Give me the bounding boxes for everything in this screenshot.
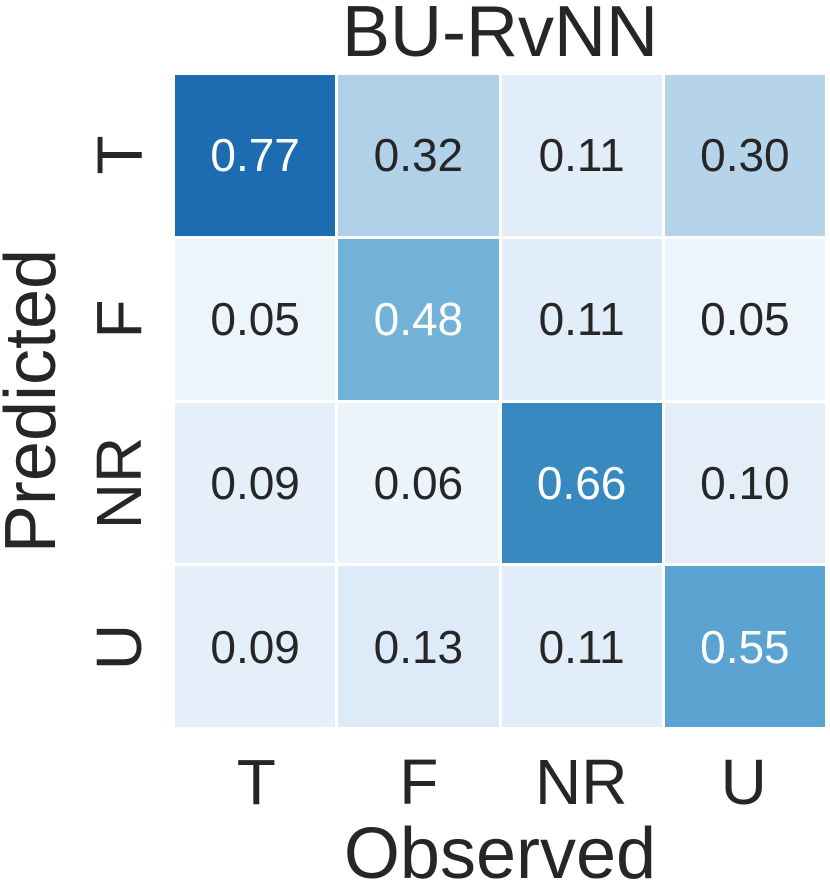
x-tick-label: U — [720, 746, 767, 818]
heatmap-cell: 0.48 — [338, 238, 499, 400]
chart-title: BU-RvNN — [342, 0, 658, 72]
heatmap-cell: 0.66 — [501, 402, 662, 564]
y-tick-label: T — [83, 135, 156, 175]
y-tick-labels: T F NR U — [73, 75, 155, 727]
heatmap-cell: 0.30 — [664, 75, 825, 236]
heatmap-cell: 0.09 — [175, 566, 336, 727]
x-tick-label: T — [236, 746, 276, 818]
heatmap-cell: 0.05 — [175, 238, 336, 400]
heatmap-cell: 0.13 — [338, 566, 499, 727]
heatmap-cell: 0.11 — [501, 238, 662, 400]
y-tick-label: F — [83, 299, 156, 339]
y-axis-label: Predicted — [0, 75, 72, 727]
heatmap-cell: 0.09 — [175, 402, 336, 564]
y-tick-label: U — [83, 623, 156, 670]
x-tick-label: NR — [535, 746, 628, 818]
x-tick-labels: T F NR U — [175, 750, 825, 814]
x-axis-label-text: Observed — [343, 814, 657, 894]
heatmap-cell: 0.77 — [175, 75, 336, 236]
heatmap-cell: 0.32 — [338, 75, 499, 236]
heatmap-cell: 0.11 — [501, 566, 662, 727]
y-tick-label: NR — [83, 436, 156, 530]
heatmap-grid: 0.77 0.32 0.11 0.30 0.05 0.48 0.11 0.05 0.09 0.06… — [175, 75, 825, 727]
y-axis-label-text: Predicted — [0, 248, 72, 554]
heatmap-cell: 0.11 — [501, 75, 662, 236]
heatmap-cell: 0.06 — [338, 402, 499, 564]
x-axis-label: Observed — [175, 818, 825, 890]
heatmap-cell: 0.10 — [664, 402, 825, 564]
heatmap-cell: 0.55 — [664, 566, 825, 727]
x-tick-label: F — [399, 746, 439, 818]
heatmap-cell: 0.05 — [664, 238, 825, 400]
